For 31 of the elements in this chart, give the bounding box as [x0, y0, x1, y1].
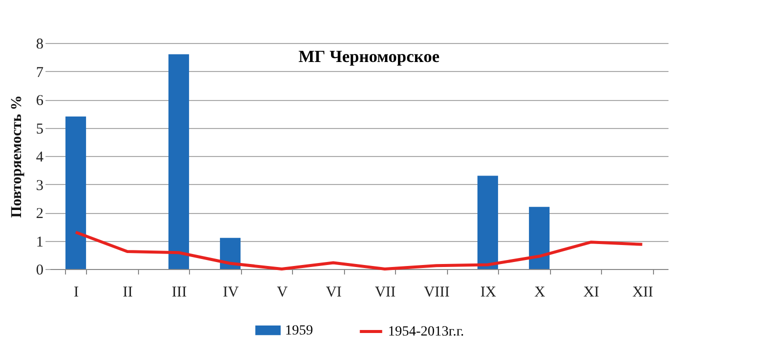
y-tick-label: 3: [36, 178, 44, 194]
y-tick-label: 7: [36, 64, 44, 81]
x-tick-label: XI: [583, 284, 600, 300]
line-series: [74, 230, 644, 270]
y-axis-title: Повторяемость %: [9, 95, 25, 218]
x-tick-label: III: [172, 284, 187, 300]
y-tick-label: 0: [36, 262, 44, 278]
x-tick-label: X: [534, 284, 546, 300]
y-tick-label: 1: [36, 234, 44, 250]
x-tick-label: VIII: [424, 284, 450, 300]
y-tick-label: 5: [36, 121, 44, 138]
x-tick-label: IV: [222, 284, 239, 300]
x-tick-label: I: [74, 284, 79, 300]
chart-title: МГ Черноморское: [298, 47, 440, 66]
x-tick-label: II: [122, 284, 133, 300]
bar: [220, 238, 241, 269]
x-tick-label: XII: [632, 284, 654, 300]
legend-label: 1954-2013г.г.: [388, 324, 464, 340]
legend-label: 1959: [285, 323, 313, 338]
x-tick-label: VII: [374, 284, 396, 300]
x-tick-label: V: [276, 284, 288, 300]
y-tick-label: 6: [36, 93, 44, 109]
x-tick-label: VI: [326, 284, 342, 300]
bar: [477, 176, 498, 269]
bar: [528, 206, 550, 269]
y-tick-label: 2: [36, 206, 44, 222]
bar: [65, 116, 86, 269]
x-tick-label: IX: [480, 284, 496, 300]
bar: [168, 54, 190, 269]
y-tick-label: 4: [36, 150, 44, 166]
y-tick-label: 8: [36, 36, 44, 52]
